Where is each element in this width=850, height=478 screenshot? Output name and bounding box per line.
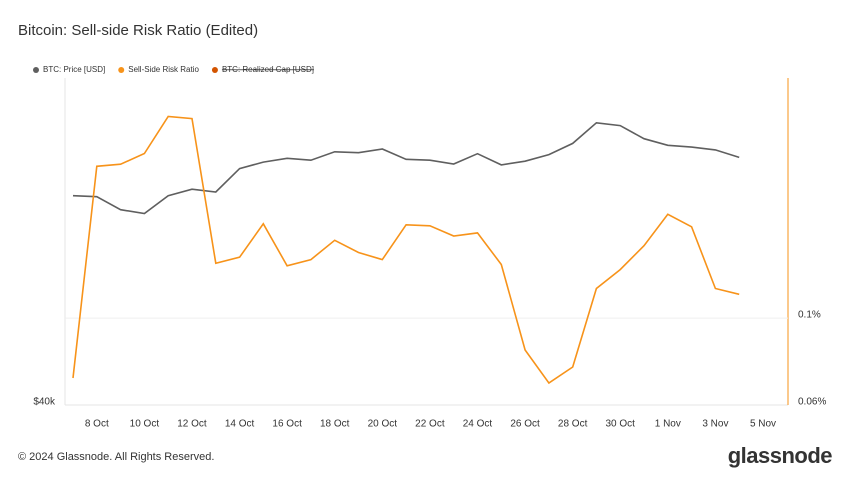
x-tick-label: 26 Oct [510,419,540,430]
x-tick-label: 20 Oct [368,419,398,430]
x-tick-label: 16 Oct [272,419,302,430]
legend-label: BTC: Price [USD] [43,65,105,74]
brand-logo: glassnode [728,443,833,468]
legend-marker [33,67,39,73]
x-tick-label: 30 Oct [606,419,636,430]
copyright: © 2024 Glassnode. All Rights Reserved. [18,451,214,463]
chart-title: Bitcoin: Sell-side Risk Ratio (Edited) [18,22,258,39]
x-tick-label: 5 Nov [750,419,776,430]
x-tick-label: 12 Oct [177,419,207,430]
x-tick-label: 18 Oct [320,419,350,430]
x-tick-label: 3 Nov [702,419,728,430]
x-tick-label: 10 Oct [130,419,160,430]
x-tick-label: 1 Nov [655,419,681,430]
x-tick-label: 24 Oct [463,419,493,430]
legend-label: BTC: Realized Cap [USD] [222,65,314,74]
legend-marker [211,67,218,73]
x-tick-label: 8 Oct [85,419,109,430]
x-tick-label: 14 Oct [225,419,255,430]
y2-tick-label: 0.06% [798,397,826,408]
legend-label: Sell-Side Risk Ratio [128,65,199,74]
y-tick-label: $40k [33,397,56,408]
series-line [72,115,740,385]
legend-marker [118,67,125,73]
y2-tick-label: 0.1% [798,310,821,321]
x-tick-label: 22 Oct [415,419,445,430]
series-line [72,121,740,215]
x-tick-label: 28 Oct [558,419,588,430]
